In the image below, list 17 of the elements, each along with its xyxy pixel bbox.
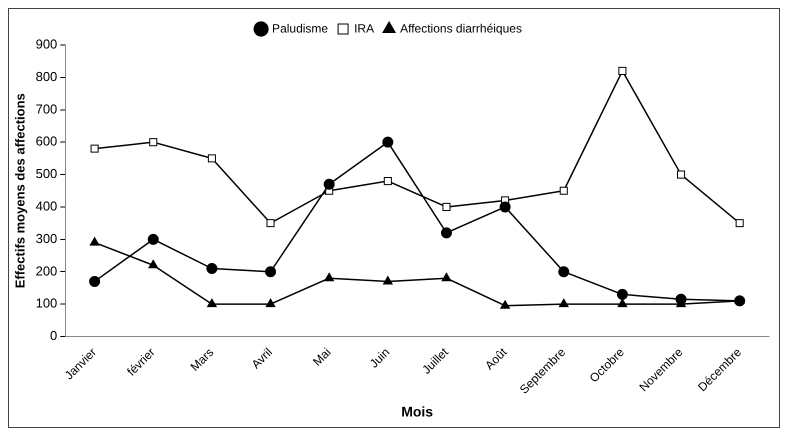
legend-label: Affections diarrhéiques: [400, 21, 522, 36]
x-axis-title: Mois: [401, 403, 434, 420]
y-tick-label: 0: [50, 328, 58, 344]
y-tick-label: 800: [36, 68, 58, 84]
y-tick-label: 400: [36, 198, 58, 214]
y-axis-title: Effectifs moyens des affections: [12, 93, 28, 288]
y-tick-label: 200: [36, 263, 58, 278]
y-tick-label: 300: [36, 230, 58, 246]
legend-label: Paludisme: [272, 21, 328, 36]
y-tick-label: 500: [36, 166, 58, 182]
x-tick-label: Juin: [366, 345, 392, 371]
y-tick-label: 700: [36, 101, 58, 116]
y-tick-label: 100: [36, 296, 58, 311]
legend-label: IRA: [354, 21, 374, 36]
x-tick-label: Mai: [310, 345, 334, 369]
y-tick-label: 900: [36, 36, 58, 52]
y-tick-label: 600: [36, 134, 58, 149]
